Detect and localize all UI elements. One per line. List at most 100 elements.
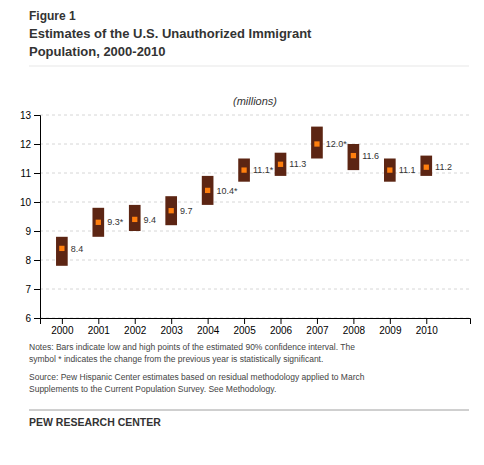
y-tick-label: 11 <box>21 168 32 179</box>
grid-line <box>40 144 470 145</box>
range-bar <box>384 159 396 182</box>
title: Figure 1 <box>29 9 76 23</box>
marks <box>56 127 432 266</box>
source: Source: Pew Hispanic Center estimates ba… <box>29 372 365 382</box>
x-tick-mark <box>62 318 63 324</box>
y-tick-label: 7 <box>25 284 31 295</box>
estimate-marker <box>59 246 64 251</box>
x-tick-mark <box>281 318 282 324</box>
data-label: 9.4 <box>144 215 157 225</box>
x-tick-mark <box>135 318 136 324</box>
x-tick-label: 2004 <box>197 325 220 336</box>
y-tick: 7 <box>25 284 40 295</box>
estimate-marker <box>278 162 283 167</box>
x-tick-label: 2005 <box>233 325 256 336</box>
x-tick-mark <box>426 318 427 324</box>
title: Estimates of the U.S. Unauthorized Immig… <box>29 26 312 41</box>
source: Supplements to the Current Population Su… <box>29 384 276 394</box>
range-bar <box>275 153 287 176</box>
title: Population, 2000-2010 <box>29 44 166 59</box>
y-tick: 12 <box>20 139 40 150</box>
separator <box>29 66 469 67</box>
data-label: 11.1* <box>253 165 274 175</box>
data-label: 8.4 <box>71 244 84 254</box>
x-tick-mark <box>98 318 99 324</box>
data-label: 11.2 <box>435 162 452 172</box>
x-tick-label: 2009 <box>379 325 402 336</box>
range-bar <box>92 208 104 237</box>
y-tick-mark <box>34 260 40 261</box>
estimate-marker <box>241 167 246 172</box>
x-tick: 2008 <box>343 318 366 336</box>
range-bar <box>56 237 68 266</box>
x-tick-label: 2000 <box>51 325 74 336</box>
x-tick: 2006 <box>270 318 293 336</box>
x-tick: 2009 <box>379 318 402 336</box>
data-label: 9.3* <box>107 217 124 227</box>
estimate-marker <box>387 167 392 172</box>
range-bar <box>238 159 250 182</box>
x-axis: 2000 2001 2002 2003 2004 2005 2006 2007 2008 2009… <box>41 318 471 336</box>
y-tick-mark <box>34 202 40 203</box>
data-labels: 8.4 9.3* 9.4 9.7 10.4* 11.1* 11.3 12.0* 11.6 11.1… <box>71 139 452 253</box>
x-axis-line <box>41 319 471 325</box>
x-tick-label: 2007 <box>306 325 329 336</box>
subtitle: (millions) <box>233 95 277 107</box>
data-label: 11.3 <box>289 159 306 169</box>
data-label: 9.7 <box>180 206 193 216</box>
footer-separator <box>29 410 469 411</box>
y-tick: 11 <box>21 168 40 179</box>
grid-line <box>40 115 470 116</box>
note: symbol * indicates the change from the p… <box>29 354 323 364</box>
grid-line <box>40 231 470 232</box>
y-tick: 6 <box>25 313 40 324</box>
footer: PEW RESEARCH CENTER <box>29 416 161 428</box>
y-tick: 9 <box>25 226 40 237</box>
x-tick: 2001 <box>88 318 111 336</box>
range-bar <box>129 205 141 231</box>
x-tick-label: 2002 <box>124 325 147 336</box>
data-label: 11.1 <box>399 165 416 175</box>
x-tick-label: 2001 <box>88 325 111 336</box>
y-tick-mark <box>34 173 40 174</box>
note: Notes: Bars indicate low and high points… <box>29 342 355 352</box>
x-tick-mark <box>171 318 172 324</box>
grid-line <box>40 202 470 203</box>
estimate-marker <box>424 165 429 170</box>
x-tick-label: 2010 <box>416 325 439 336</box>
grid-line <box>40 289 470 290</box>
y-tick-mark <box>34 144 40 145</box>
estimate-marker <box>351 153 356 158</box>
x-tick: 2003 <box>161 318 184 336</box>
y-tick-mark <box>34 231 40 232</box>
x-tick-mark <box>244 318 245 324</box>
x-tick-mark <box>353 318 354 324</box>
x-tick-label: 2006 <box>270 325 293 336</box>
y-tick: 13 <box>20 110 40 121</box>
data-label: 12.0* <box>326 139 348 149</box>
grid-line <box>40 260 470 261</box>
estimate-marker <box>96 220 101 225</box>
y-tick-label: 10 <box>20 197 32 208</box>
x-tick-mark <box>317 318 318 324</box>
estimate-marker <box>169 208 174 213</box>
y-tick-mark <box>34 289 40 290</box>
range-bar <box>311 127 323 159</box>
estimate-marker <box>132 217 137 222</box>
y-tick-label: 8 <box>25 255 31 266</box>
y-tick-mark <box>34 318 40 319</box>
y-tick: 10 <box>20 197 40 208</box>
data-label: 10.4* <box>216 186 238 196</box>
data-label: 11.6 <box>362 151 379 161</box>
grid <box>40 115 470 318</box>
x-tick: 2010 <box>416 318 439 336</box>
range-bar <box>420 156 432 176</box>
x-tick-label: 2008 <box>343 325 366 336</box>
y-tick-label: 12 <box>20 139 32 150</box>
range-bar <box>165 196 177 225</box>
x-tick-mark <box>390 318 391 324</box>
chart: Figure 1 Estimates of the U.S. Unauthoriz… <box>0 0 484 465</box>
x-tick-label: 2003 <box>161 325 184 336</box>
range-bar <box>348 144 360 170</box>
y-tick-mark <box>34 115 40 116</box>
